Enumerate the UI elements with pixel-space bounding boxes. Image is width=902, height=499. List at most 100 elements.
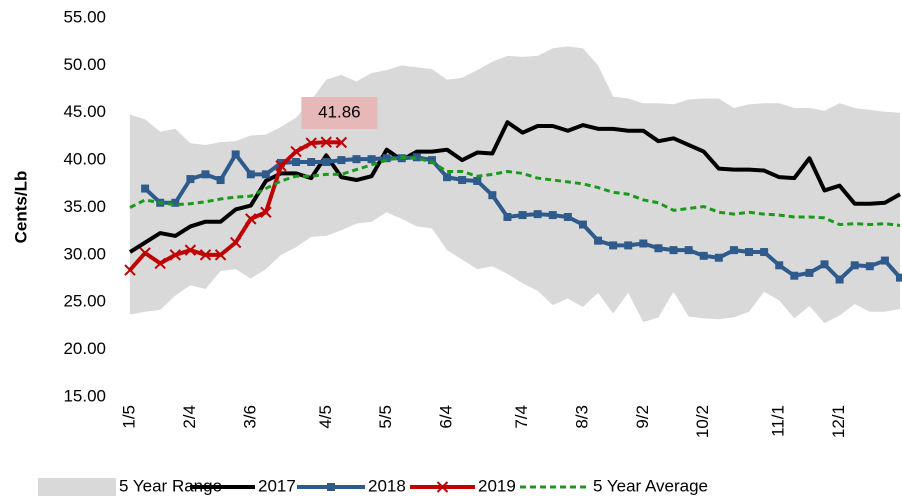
marker <box>835 275 844 284</box>
y-tick-label: 50.00 <box>63 55 106 74</box>
marker <box>548 211 557 220</box>
marker <box>335 136 348 149</box>
legend-item: 2017 <box>190 476 296 495</box>
y-tick-label: 40.00 <box>63 150 106 169</box>
y-tick-label: 55.00 <box>63 7 106 26</box>
marker <box>275 160 287 172</box>
x-tick-label: 12/1 <box>829 405 848 438</box>
data-label: 41.86 <box>318 102 361 121</box>
marker <box>729 246 738 255</box>
marker <box>201 170 210 179</box>
marker <box>229 236 242 249</box>
marker <box>154 257 166 270</box>
marker <box>184 244 197 256</box>
marker <box>141 184 150 193</box>
marker <box>427 156 436 165</box>
marker <box>684 246 693 255</box>
y-axis-label: Cents/Lb <box>11 171 30 244</box>
legend-item: 5 Year Average <box>520 476 708 495</box>
y-tick-label: 20.00 <box>63 339 106 358</box>
marker <box>276 158 285 167</box>
callout-box <box>301 97 378 129</box>
legend-label: 2019 <box>478 476 516 495</box>
marker <box>290 145 302 158</box>
marker <box>609 241 618 250</box>
marker <box>805 268 814 277</box>
marker <box>169 249 182 261</box>
marker <box>880 256 889 265</box>
marker <box>699 251 708 260</box>
marker <box>850 261 859 270</box>
x-tick-label: 9/2 <box>633 405 652 429</box>
marker <box>488 191 497 200</box>
x-tick-label: 6/4 <box>437 405 456 429</box>
marker <box>473 176 482 185</box>
marker <box>745 248 754 257</box>
marker <box>865 262 874 271</box>
marker <box>245 213 257 225</box>
x-tick-label: 4/5 <box>316 405 335 429</box>
marker <box>307 158 316 167</box>
marker <box>624 241 633 250</box>
x-tick-label: 10/2 <box>693 405 712 438</box>
marker <box>775 261 784 270</box>
marker <box>216 176 225 185</box>
marker <box>760 248 769 257</box>
x-tick-label: 5/5 <box>376 405 395 429</box>
marker <box>518 211 527 220</box>
marker <box>669 246 678 255</box>
marker <box>503 212 512 221</box>
marker <box>896 273 902 282</box>
marker <box>367 155 376 164</box>
marker <box>231 150 240 159</box>
marker <box>261 170 270 179</box>
marker <box>260 206 272 218</box>
y-tick-label: 45.00 <box>63 102 106 121</box>
legend-label: 2017 <box>258 476 296 495</box>
y-tick-label: 25.00 <box>63 292 106 311</box>
legend-item: 2018 <box>297 476 406 495</box>
marker <box>171 198 180 207</box>
marker <box>352 155 361 164</box>
marker <box>820 260 829 269</box>
marker <box>654 244 663 253</box>
y-tick-label: 30.00 <box>63 244 106 263</box>
marker <box>578 220 587 229</box>
marker <box>246 170 255 179</box>
y-tick-label: 35.00 <box>63 197 106 216</box>
marker <box>305 137 317 149</box>
marker <box>594 236 603 245</box>
marker <box>186 175 195 184</box>
y-tick-label: 15.00 <box>63 386 106 405</box>
marker <box>639 239 648 248</box>
legend-item: 2019 <box>410 476 516 495</box>
marker <box>337 156 346 165</box>
marker <box>533 210 542 219</box>
marker <box>139 247 151 259</box>
legend-label: 2018 <box>368 476 406 495</box>
x-tick-label: 3/6 <box>240 405 259 429</box>
x-tick-label: 11/1 <box>769 405 788 437</box>
range-area <box>130 46 900 324</box>
marker <box>790 271 799 280</box>
marker <box>322 158 331 167</box>
x-tick-label: 8/3 <box>572 405 591 429</box>
marker <box>214 249 227 261</box>
legend-swatch <box>38 478 116 496</box>
legend-item: 5 Year Range <box>38 476 222 496</box>
marker <box>458 176 467 185</box>
marker <box>443 173 452 182</box>
x-tick-label: 7/4 <box>512 405 531 429</box>
legend-label: 5 Year Average <box>593 476 708 495</box>
legend-label: 5 Year Range <box>119 476 222 495</box>
marker <box>382 154 391 163</box>
legend-marker <box>436 481 449 493</box>
marker <box>714 253 723 262</box>
x-tick-label: 2/4 <box>180 405 199 429</box>
series-line <box>129 155 901 227</box>
marker <box>320 136 332 148</box>
marker <box>292 158 301 167</box>
marker <box>412 153 421 162</box>
marker <box>199 249 212 261</box>
